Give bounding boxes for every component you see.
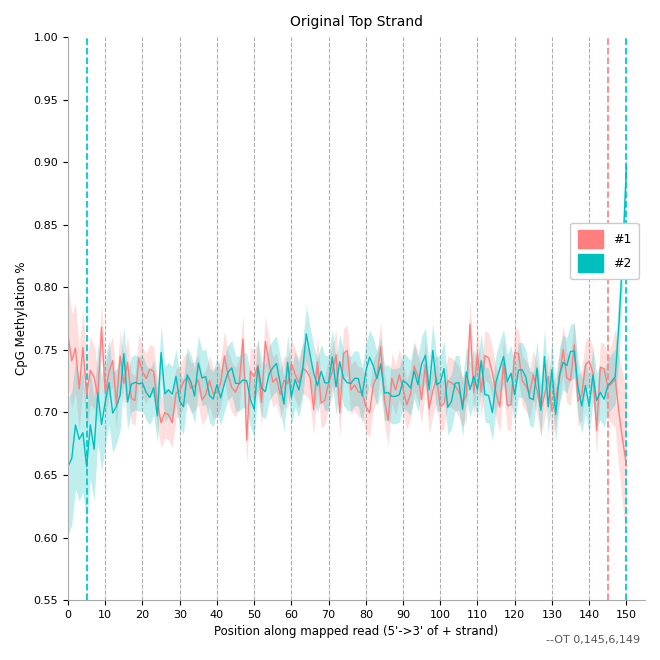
X-axis label: Position along mapped read (5'->3' of + strand): Position along mapped read (5'->3' of + …	[214, 626, 499, 638]
Y-axis label: CpG Methylation %: CpG Methylation %	[15, 262, 28, 376]
Legend: #1, #2: #1, #2	[570, 222, 639, 279]
Title: Original Top Strand: Original Top Strand	[290, 15, 423, 29]
Text: --OT 0,145,6,149: --OT 0,145,6,149	[546, 636, 640, 645]
